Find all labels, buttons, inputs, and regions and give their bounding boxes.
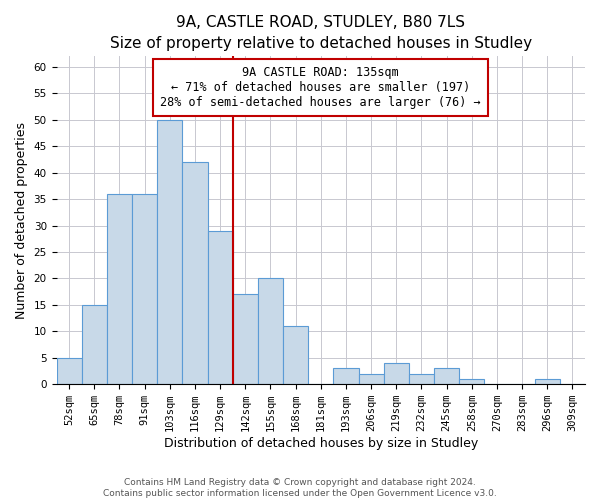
- Bar: [459, 379, 484, 384]
- Bar: [182, 162, 208, 384]
- Text: Contains HM Land Registry data © Crown copyright and database right 2024.
Contai: Contains HM Land Registry data © Crown c…: [103, 478, 497, 498]
- Bar: [233, 294, 258, 384]
- Bar: [535, 379, 560, 384]
- Y-axis label: Number of detached properties: Number of detached properties: [15, 122, 28, 319]
- Bar: [82, 305, 107, 384]
- Title: 9A, CASTLE ROAD, STUDLEY, B80 7LS
Size of property relative to detached houses i: 9A, CASTLE ROAD, STUDLEY, B80 7LS Size o…: [110, 15, 532, 51]
- X-axis label: Distribution of detached houses by size in Studley: Distribution of detached houses by size …: [164, 437, 478, 450]
- Bar: [258, 278, 283, 384]
- Bar: [409, 374, 434, 384]
- Bar: [434, 368, 459, 384]
- Bar: [334, 368, 359, 384]
- Bar: [107, 194, 132, 384]
- Bar: [359, 374, 383, 384]
- Bar: [208, 231, 233, 384]
- Bar: [383, 363, 409, 384]
- Bar: [157, 120, 182, 384]
- Bar: [283, 326, 308, 384]
- Bar: [132, 194, 157, 384]
- Text: 9A CASTLE ROAD: 135sqm
← 71% of detached houses are smaller (197)
28% of semi-de: 9A CASTLE ROAD: 135sqm ← 71% of detached…: [160, 66, 481, 109]
- Bar: [56, 358, 82, 384]
